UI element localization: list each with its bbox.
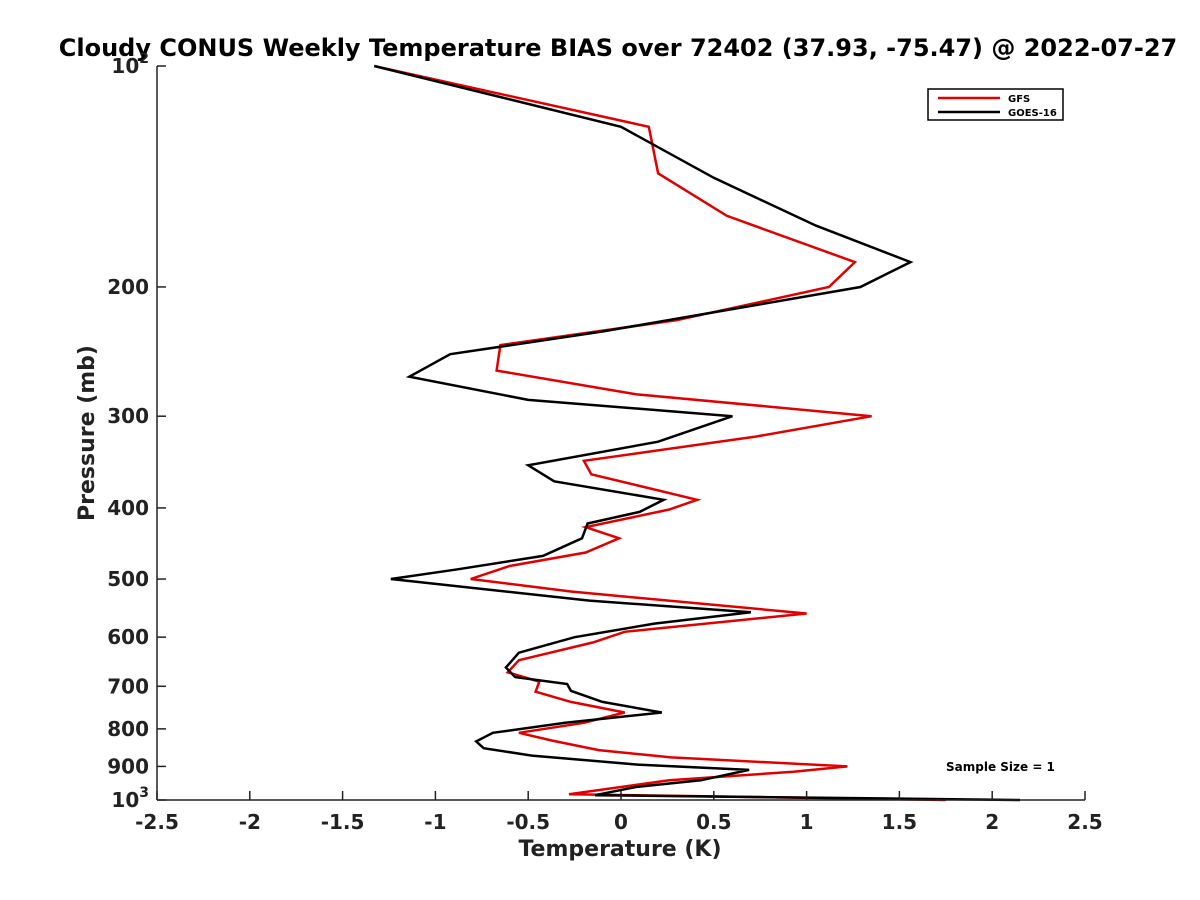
y-tick-base: 10	[111, 54, 139, 78]
y-tick-label: 900	[107, 754, 149, 778]
y-tick-label: 500	[107, 567, 149, 591]
y-tick-label: 700	[107, 674, 149, 698]
y-tick-label: 800	[107, 717, 149, 741]
x-tick-label: -2	[239, 810, 261, 834]
x-tick-label: -1.5	[321, 810, 365, 834]
y-tick-label: 400	[107, 496, 149, 520]
x-tick-label: 1	[800, 810, 814, 834]
legend: GFS GOES-16	[927, 88, 1064, 121]
y-tick-base: 10	[111, 788, 139, 812]
y-tick-label: 102	[111, 51, 149, 78]
x-tick-label: -2.5	[135, 810, 179, 834]
chart-title: Cloudy CONUS Weekly Temperature BIAS ove…	[59, 34, 1177, 62]
y-tick-label: 600	[107, 625, 149, 649]
x-tick-label: 0	[614, 810, 628, 834]
series-line-goes-16	[373, 64, 1021, 802]
sample-size-annotation: Sample Size = 1	[946, 760, 1055, 774]
y-tick-label: 103	[111, 785, 149, 812]
y-tick-exponent: 2	[139, 51, 149, 67]
legend-box	[927, 88, 1064, 121]
y-tick-label: 300	[107, 404, 149, 428]
y-tick-label: 200	[107, 275, 149, 299]
y-axis-label: Pressure (mb)	[75, 345, 100, 521]
x-axis-label: Temperature (K)	[518, 837, 721, 862]
x-tick-label: 1.5	[882, 810, 917, 834]
plot-area	[373, 64, 1021, 802]
x-tick-label: 0.5	[696, 810, 731, 834]
x-tick-label: 2	[985, 810, 999, 834]
legend-label: GFS	[1008, 94, 1030, 105]
x-tick-label: 2.5	[1067, 810, 1102, 834]
series-line-gfs	[373, 64, 946, 802]
y-tick-exponent: 3	[139, 785, 149, 801]
legend-label: GOES-16	[1008, 108, 1057, 119]
x-tick-label: -1	[424, 810, 446, 834]
x-tick-label: -0.5	[506, 810, 550, 834]
x-axis: -2.5 -2 -1.5 -1 -0.5 0 0.5 1 1.5 2 2.5	[135, 791, 1103, 834]
